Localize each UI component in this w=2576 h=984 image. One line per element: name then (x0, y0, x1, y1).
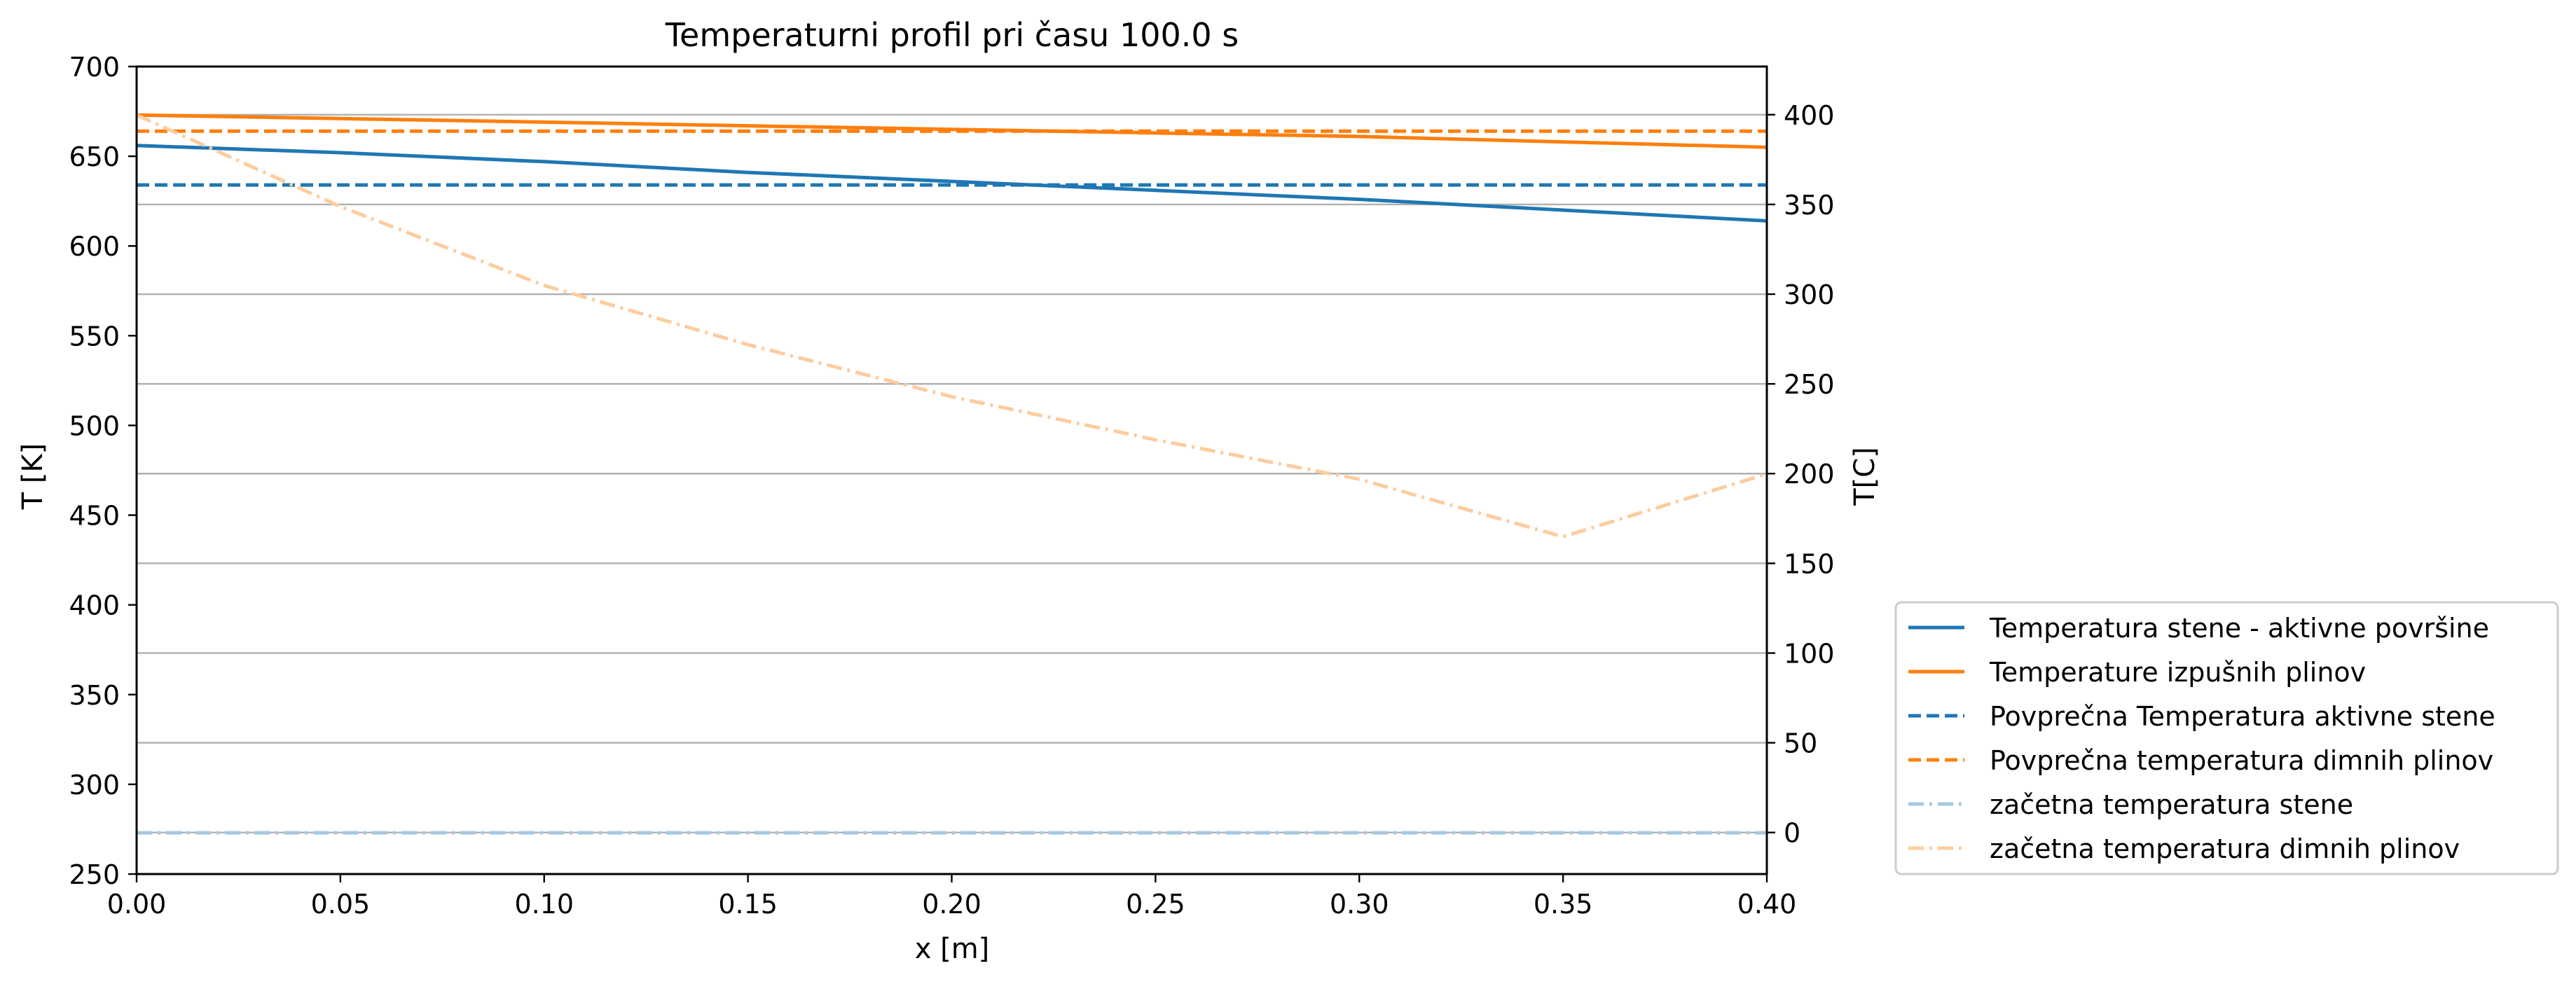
y2-axis-label: T[C] (1849, 447, 1881, 506)
y2-tick-label-7: 350 (1784, 190, 1835, 221)
legend-label-1: Temperature izpušnih plinov (1989, 657, 2366, 688)
legend-label-4: začetna temperatura stene (1990, 789, 2353, 820)
y2-tick-label-3: 150 (1784, 548, 1835, 579)
x-tick-label-8: 0.40 (1737, 889, 1797, 920)
y-tick-label-7: 600 (69, 231, 120, 262)
y2-tick-label-8: 400 (1784, 100, 1835, 131)
x-tick-label-0: 0.00 (107, 889, 167, 920)
y-axis-ticks: 250 300 350 400 450 500 550 600 650 700 (69, 52, 137, 890)
chart-title: Temperaturni profil pri času 100.0 s (665, 16, 1239, 54)
y-tick-label-9: 700 (69, 52, 120, 83)
x-tick-label-7: 0.35 (1534, 889, 1593, 920)
y2-tick-label-4: 200 (1784, 459, 1835, 490)
y2-tick-label-0: 0 (1784, 818, 1800, 849)
y2-tick-label-2: 100 (1784, 638, 1835, 669)
y-axis-label: T [K] (17, 443, 49, 511)
legend-label-5: začetna temperatura dimnih plinov (1990, 833, 2460, 864)
x-tick-label-4: 0.20 (922, 889, 982, 920)
x-axis-label: x [m] (915, 933, 990, 965)
y-tick-label-8: 650 (69, 141, 120, 172)
x-tick-label-1: 0.05 (311, 889, 371, 920)
grid-lines (137, 113, 1767, 833)
y-tick-label-0: 250 (69, 859, 120, 890)
legend: Temperatura stene - aktivne površine Temp… (1894, 601, 2559, 875)
y2-axis-ticks: 0 50 100 150 200 250 300 350 400 (1767, 100, 1835, 849)
x-axis-ticks: 0.00 0.05 0.10 0.15 0.20 0.25 0.30 0.35 0.40 (107, 874, 1797, 920)
y-tick-label-2: 350 (69, 680, 120, 711)
series-lines (135, 113, 1768, 835)
legend-label-3: Povprečna temperatura dimnih plinov (1990, 745, 2493, 776)
y-tick-label-3: 400 (69, 590, 120, 621)
y-tick-label-5: 500 (69, 410, 120, 441)
legend-box (1894, 601, 2559, 875)
legend-label-0: Temperatura stene - aktivne površine (1989, 613, 2489, 644)
series-line-0 (136, 144, 1768, 223)
y2-tick-label-5: 250 (1784, 369, 1835, 400)
x-tick-label-3: 0.15 (718, 889, 778, 920)
legend-label-2: Povprečna Temperatura aktivne stene (1990, 701, 2495, 732)
plot-frame (135, 65, 1768, 875)
x-tick-label-6: 0.30 (1330, 889, 1389, 920)
x-tick-label-5: 0.25 (1126, 889, 1185, 920)
series-line-5 (135, 113, 1768, 539)
y2-tick-label-1: 50 (1784, 728, 1817, 759)
y-tick-label-6: 550 (69, 321, 120, 352)
y2-tick-label-6: 300 (1784, 279, 1835, 310)
series-line-1 (136, 113, 1768, 149)
y-tick-label-4: 450 (69, 501, 120, 532)
x-tick-label-2: 0.10 (514, 889, 574, 920)
y-tick-label-1: 300 (69, 770, 120, 801)
